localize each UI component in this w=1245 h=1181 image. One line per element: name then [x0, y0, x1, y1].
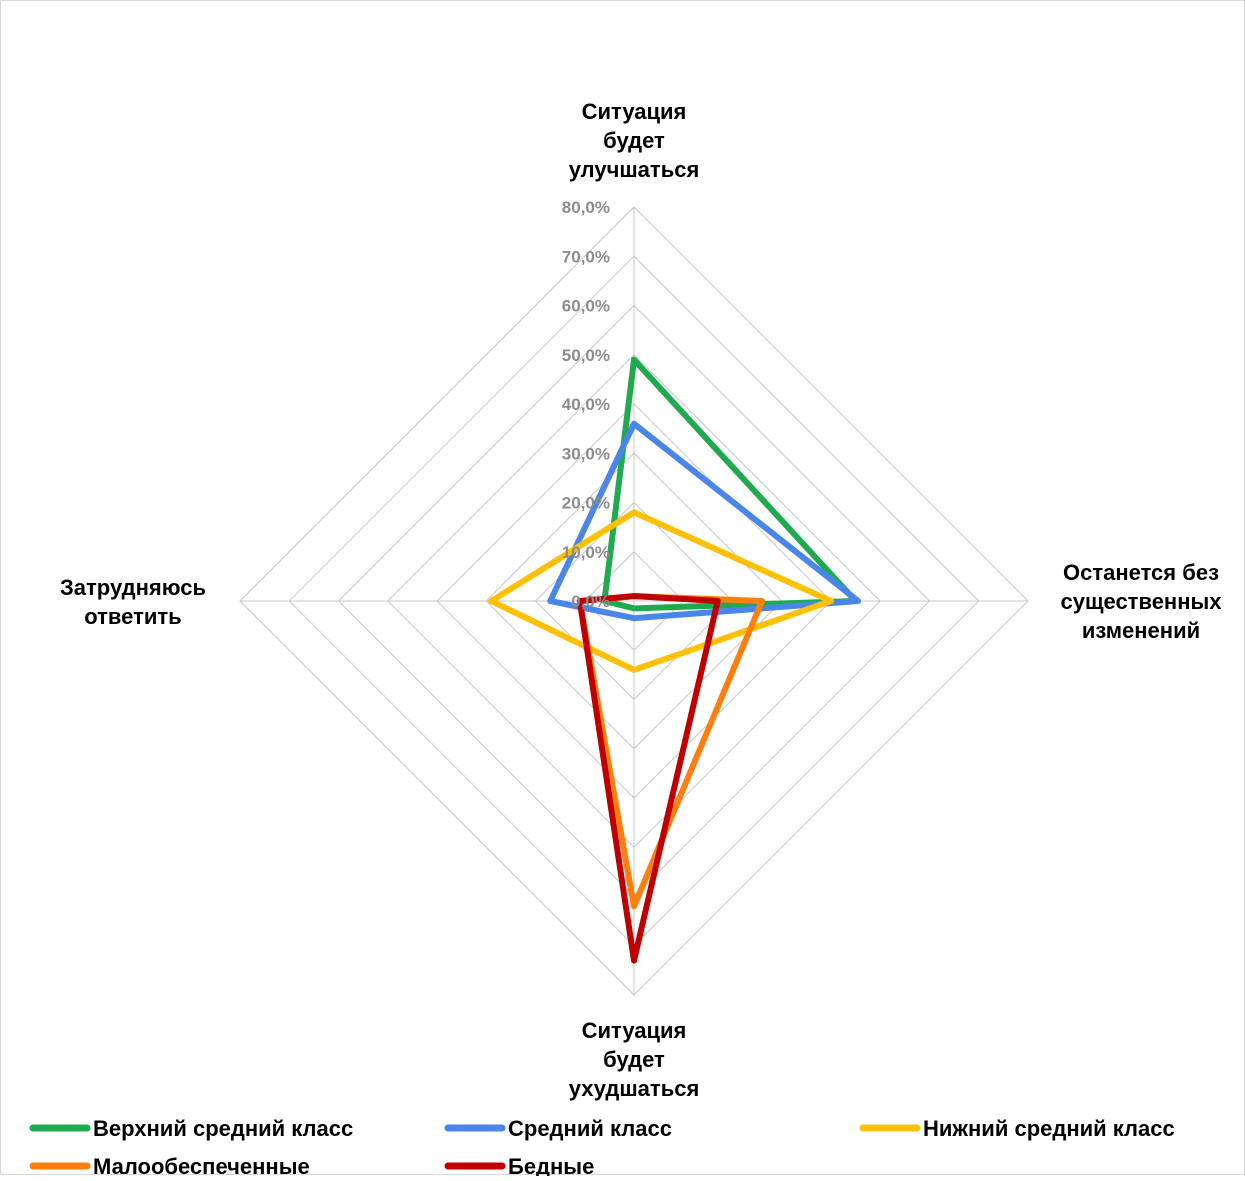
legend-label-4: Малообеспеченные — [93, 1154, 310, 1176]
radar-series — [488, 356, 862, 964]
legend-label-5: Бедные — [508, 1154, 594, 1176]
chart-legend: Верхний средний класс Средний класс Нижний… — [29, 1116, 1175, 1179]
axis-label-3: Ситуация будет ухудшаться — [569, 1018, 700, 1101]
radar-axis-labels: Ситуация будет улучшаться Останется без суще… — [60, 99, 1222, 1101]
tick-label: 80,0% — [562, 198, 610, 217]
legend-label-3: Нижний средний класс — [923, 1116, 1175, 1141]
axis-label-1: Ситуация будет улучшаться — [569, 99, 700, 182]
axis-label-4: Затрудняюсь ответить — [60, 575, 206, 629]
legend-label-1: Верхний средний класс — [93, 1116, 353, 1141]
tick-label: 70,0% — [562, 247, 610, 266]
tick-label: 60,0% — [562, 297, 610, 316]
tick-label: 10,0% — [562, 543, 610, 562]
axis-label-2: Останется без существенных изменений — [1060, 560, 1222, 643]
tick-label: 50,0% — [562, 346, 610, 365]
tick-label: 0,0% — [571, 592, 610, 611]
tick-label: 30,0% — [562, 444, 610, 463]
series-line-3 — [488, 509, 834, 673]
tick-label: 40,0% — [562, 395, 610, 414]
radar-tick-labels: 0,0% 10,0% 20,0% 30,0% 40,0% 50,0% 60,0% 70,0% 8… — [562, 198, 610, 611]
series-line-2 — [547, 420, 862, 622]
tick-label: 20,0% — [562, 494, 610, 513]
series-line-5 — [576, 593, 721, 964]
series-line-1 — [601, 356, 859, 612]
legend-label-2: Средний класс — [508, 1116, 672, 1141]
radar-grid — [239, 206, 1029, 996]
